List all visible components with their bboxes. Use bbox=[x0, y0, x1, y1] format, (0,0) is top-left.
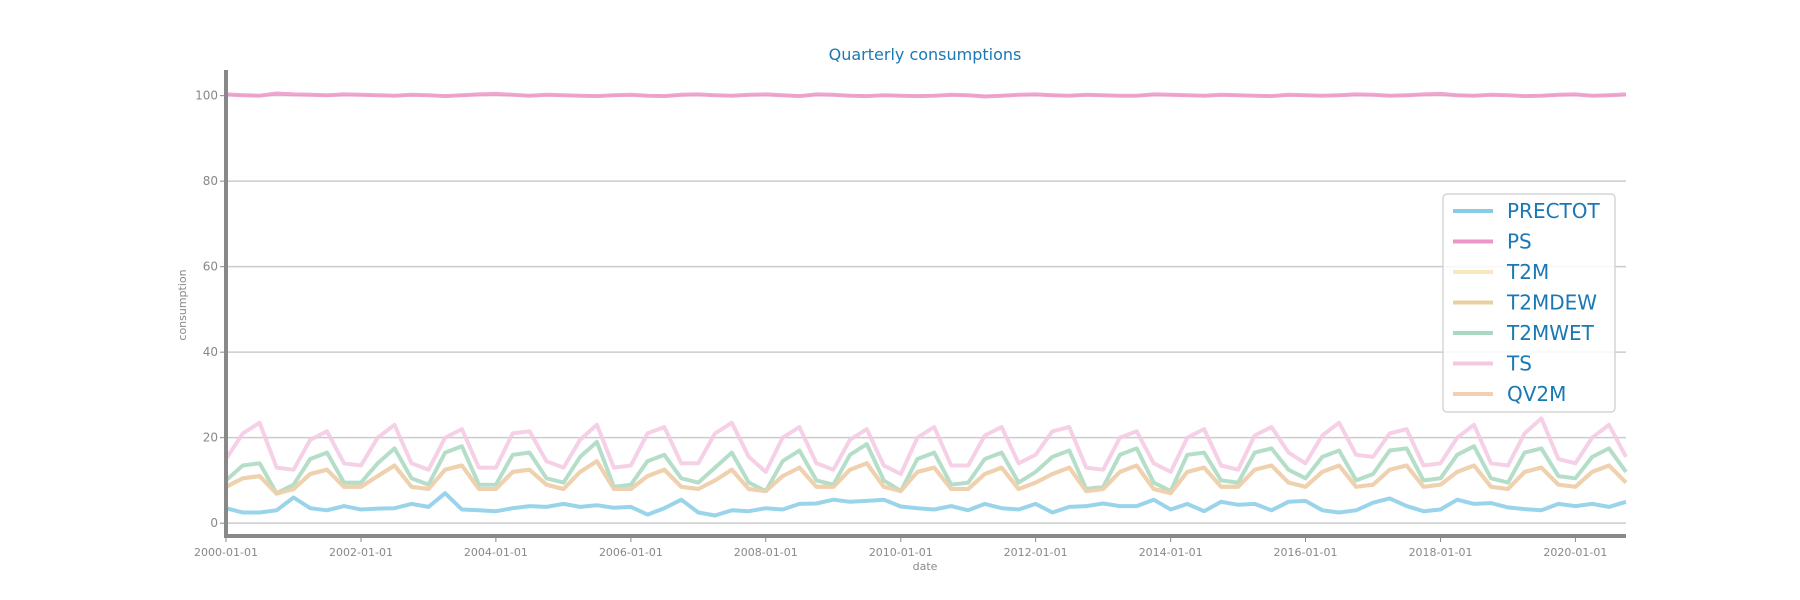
legend-frame bbox=[1442, 193, 1616, 413]
x-tick-label: 2018-01-01 bbox=[1409, 546, 1473, 559]
series-line-ps bbox=[225, 91, 1627, 99]
series-line-ts bbox=[224, 416, 1628, 476]
legend-label: TS bbox=[1506, 352, 1532, 376]
y-axis-label: consumption bbox=[176, 269, 189, 340]
y-tick-label: 40 bbox=[203, 345, 218, 359]
chart-title: Quarterly consumptions bbox=[829, 45, 1022, 64]
x-tick-label: 2020-01-01 bbox=[1543, 546, 1607, 559]
y-tick-label: 80 bbox=[203, 174, 218, 188]
x-tick-label: 2010-01-01 bbox=[869, 546, 933, 559]
series-line-prectot bbox=[225, 491, 1627, 518]
legend-label: QV2M bbox=[1507, 382, 1566, 406]
series-line-t2mwet bbox=[224, 439, 1628, 496]
legend-label: T2M bbox=[1506, 260, 1549, 284]
y-tick-label: 20 bbox=[203, 431, 218, 445]
y-tick-label: 100 bbox=[195, 89, 218, 103]
series-line-qv2m bbox=[225, 459, 1628, 496]
x-axis-label: date bbox=[913, 560, 938, 573]
y-tick-label: 0 bbox=[210, 516, 218, 530]
x-tick-label: 2006-01-01 bbox=[599, 546, 663, 559]
x-tick-label: 2008-01-01 bbox=[734, 546, 798, 559]
x-axis-ticks: 2000-01-01 2002-01-01 2004-01-01 2006-01-01… bbox=[194, 536, 1607, 559]
x-tick-label: 2002-01-01 bbox=[329, 546, 393, 559]
x-tick-label: 2012-01-01 bbox=[1004, 546, 1068, 559]
x-tick-label: 2014-01-01 bbox=[1139, 546, 1203, 559]
legend-label: T2MWET bbox=[1506, 321, 1595, 345]
y-tick-label: 60 bbox=[203, 260, 218, 274]
legend: PRECTOT PS T2M T2MDEW T2MWET TS QV2M bbox=[1442, 193, 1616, 413]
legend-label: PRECTOT bbox=[1507, 199, 1601, 223]
series-lines bbox=[224, 91, 1628, 518]
y-axis-ticks: 0 20 40 60 80 100 bbox=[195, 89, 226, 530]
legend-label: PS bbox=[1507, 230, 1532, 254]
x-tick-label: 2004-01-01 bbox=[464, 546, 528, 559]
x-tick-label: 2000-01-01 bbox=[194, 546, 258, 559]
legend-label: T2MDEW bbox=[1506, 291, 1597, 315]
x-tick-label: 2016-01-01 bbox=[1274, 546, 1338, 559]
